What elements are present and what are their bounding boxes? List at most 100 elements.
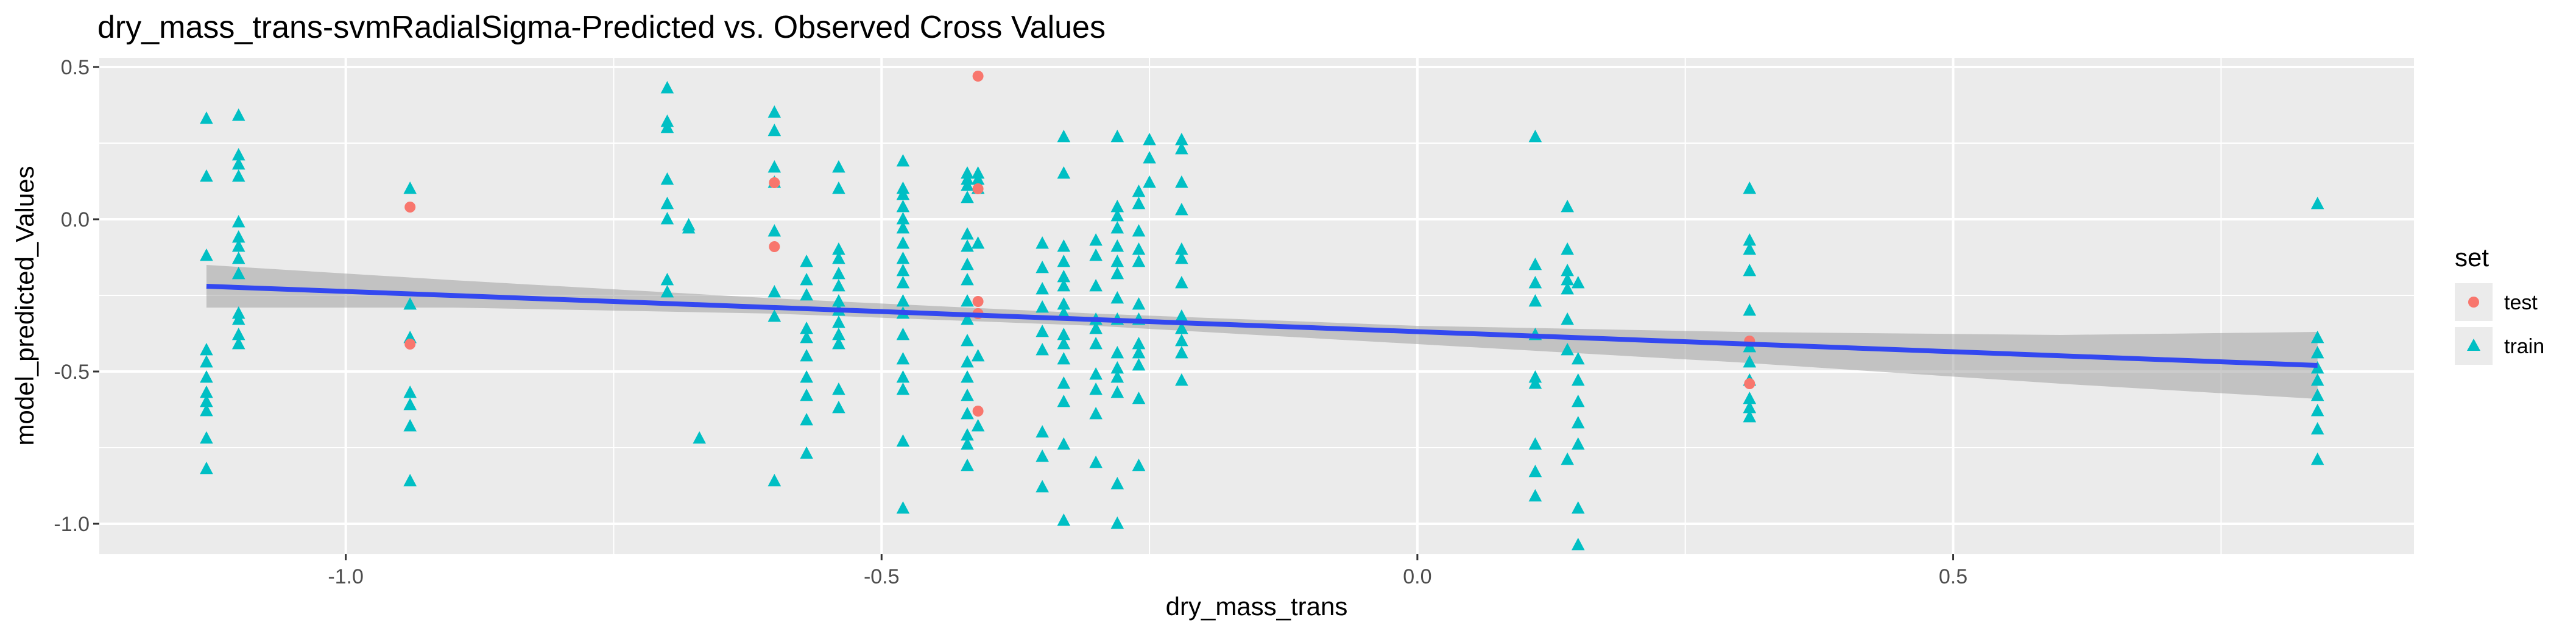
train-point (1057, 239, 1071, 252)
test-point (404, 202, 416, 213)
train-point (961, 370, 974, 383)
train-point (200, 395, 213, 407)
test-point (972, 183, 984, 194)
train-point (2310, 404, 2324, 417)
train-point (1057, 352, 1071, 365)
train-point (961, 428, 974, 441)
train-point (2310, 373, 2324, 386)
train-point (1057, 306, 1071, 319)
train-point (1089, 248, 1103, 261)
grid-major (99, 58, 2414, 554)
train-point (961, 334, 974, 347)
train-point (1571, 437, 1585, 450)
train-point (2310, 389, 2324, 401)
train-point (200, 169, 213, 182)
train-point (896, 382, 910, 395)
train-point (200, 111, 213, 124)
train-point (200, 248, 213, 261)
train-point (961, 407, 974, 420)
train-point (1175, 309, 1188, 322)
train-point (832, 382, 845, 395)
fit-line (206, 284, 2318, 368)
train-point (1175, 175, 1188, 188)
train-point (231, 108, 245, 121)
train-point (1057, 255, 1071, 267)
train-point (971, 419, 985, 432)
train-point (1057, 297, 1071, 310)
train-point (200, 343, 213, 356)
train-point (2310, 197, 2324, 210)
train-point (1036, 236, 1049, 249)
train-point (1175, 203, 1188, 216)
train-point (1132, 358, 1146, 371)
train-point (961, 178, 974, 191)
train-point (200, 386, 213, 398)
test-point (769, 177, 780, 188)
train-point (200, 355, 213, 368)
train-point (1561, 200, 1574, 213)
train-point (1175, 322, 1188, 334)
train-point (693, 431, 706, 444)
train-point (1132, 224, 1146, 237)
train-point (2310, 453, 2324, 465)
train-point (832, 252, 845, 264)
x-tick-label: -1.0 (328, 565, 364, 588)
train-point (1528, 258, 1542, 270)
train-point (1110, 130, 1124, 143)
train-point (1110, 239, 1124, 252)
train-point (1089, 382, 1103, 395)
train-point (1743, 355, 1757, 368)
train-point (768, 124, 782, 136)
train-point (1057, 513, 1071, 526)
points-layer (200, 71, 2324, 551)
train-point (1175, 133, 1188, 146)
train-point (896, 236, 910, 249)
train-point (800, 370, 813, 383)
test-point (972, 71, 984, 82)
train-point (1175, 373, 1188, 386)
y-tick-label: -0.5 (54, 361, 90, 384)
train-point (660, 273, 674, 286)
train-point (1089, 337, 1103, 350)
test-point (769, 241, 780, 252)
x-tick-label: 0.0 (1403, 565, 1431, 588)
train-point (1571, 352, 1585, 365)
x-tick-label: -0.5 (864, 565, 900, 588)
train-point (1089, 367, 1103, 380)
y-tick-label: 0.0 (61, 208, 90, 231)
train-point (231, 157, 245, 170)
x-axis-ticks: -1.0 -0.5 0.0 0.5 (328, 554, 1967, 588)
train-point (1036, 343, 1049, 356)
train-point (1561, 264, 1574, 276)
test-point (972, 406, 984, 417)
train-point (1110, 477, 1124, 490)
train-point (1110, 386, 1124, 398)
train-point (1561, 343, 1574, 356)
train-point (1057, 395, 1071, 407)
train-point (660, 81, 674, 94)
train-point (1175, 242, 1188, 255)
train-point (896, 212, 910, 225)
train-point (231, 337, 245, 350)
train-point (1743, 242, 1757, 255)
train-point (403, 386, 417, 398)
test-point (404, 339, 416, 350)
train-point (832, 328, 845, 340)
train-point (1132, 459, 1146, 471)
y-tick-label: 0.5 (61, 56, 90, 79)
train-point (800, 349, 813, 362)
confidence-band (206, 265, 2318, 399)
test-point (972, 296, 984, 307)
train-point (1743, 233, 1757, 246)
train-point (1561, 242, 1574, 255)
train-point (1143, 151, 1156, 164)
train-point (200, 404, 213, 417)
legend-title: set (2455, 243, 2489, 272)
train-point (832, 181, 845, 194)
train-point (1036, 425, 1049, 438)
train-point (1571, 395, 1585, 407)
train-point (971, 172, 985, 185)
train-point (1110, 346, 1124, 359)
train-point (832, 242, 845, 255)
chart-title: dry_mass_trans-svmRadialSigma-Predicted … (97, 10, 1106, 45)
